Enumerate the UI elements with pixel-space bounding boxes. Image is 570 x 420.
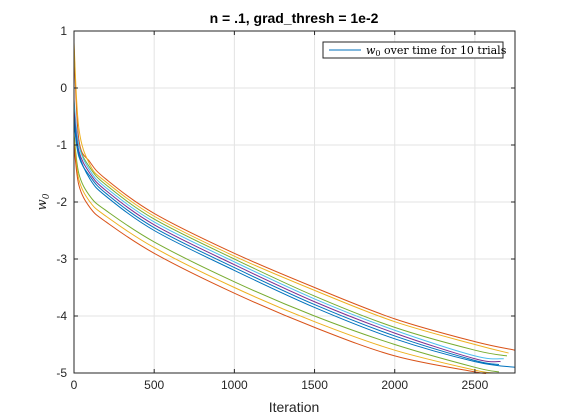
chart-title: n = .1, grad_thresh = 1e-2 (210, 10, 379, 26)
x-tick-label: 0 (71, 378, 78, 392)
series-layer (74, 42, 515, 373)
svg-text:w0: w0 (35, 193, 52, 210)
grid-layer (74, 31, 515, 373)
series-line-8 (74, 134, 499, 372)
x-axis-label: Iteration (269, 399, 320, 415)
x-tick-label: 2500 (462, 378, 489, 392)
series-line-9 (74, 139, 494, 373)
x-tick-label: 2000 (381, 378, 408, 392)
y-axis-label-sub: 0 (42, 193, 52, 199)
y-axis-label: w0 (35, 193, 52, 210)
series-line-6 (74, 117, 515, 368)
series-line-3 (74, 105, 507, 356)
y-tick-label: 1 (60, 24, 67, 38)
y-tick-label: 0 (60, 81, 67, 95)
series-line-4 (74, 99, 504, 359)
svg-text:w0 over time for 10 trials: w0 over time for 10 trials (366, 44, 507, 58)
series-line-1 (74, 48, 515, 350)
y-tick-label: -4 (56, 309, 67, 323)
y-tick-label: -3 (56, 252, 67, 266)
y-tick-label: -1 (56, 138, 67, 152)
legend: w0 over time for 10 trials (323, 42, 507, 58)
y-axis-label-main: w (35, 199, 50, 210)
y-tick-label: -5 (56, 366, 67, 380)
x-tick-label: 500 (144, 378, 164, 392)
series-line-5 (74, 111, 501, 362)
x-tick-label: 1500 (301, 378, 328, 392)
x-tick-label: 1000 (221, 378, 248, 392)
legend-label-rest: over time for 10 trials (381, 44, 507, 57)
y-tick-label: -2 (56, 195, 67, 209)
